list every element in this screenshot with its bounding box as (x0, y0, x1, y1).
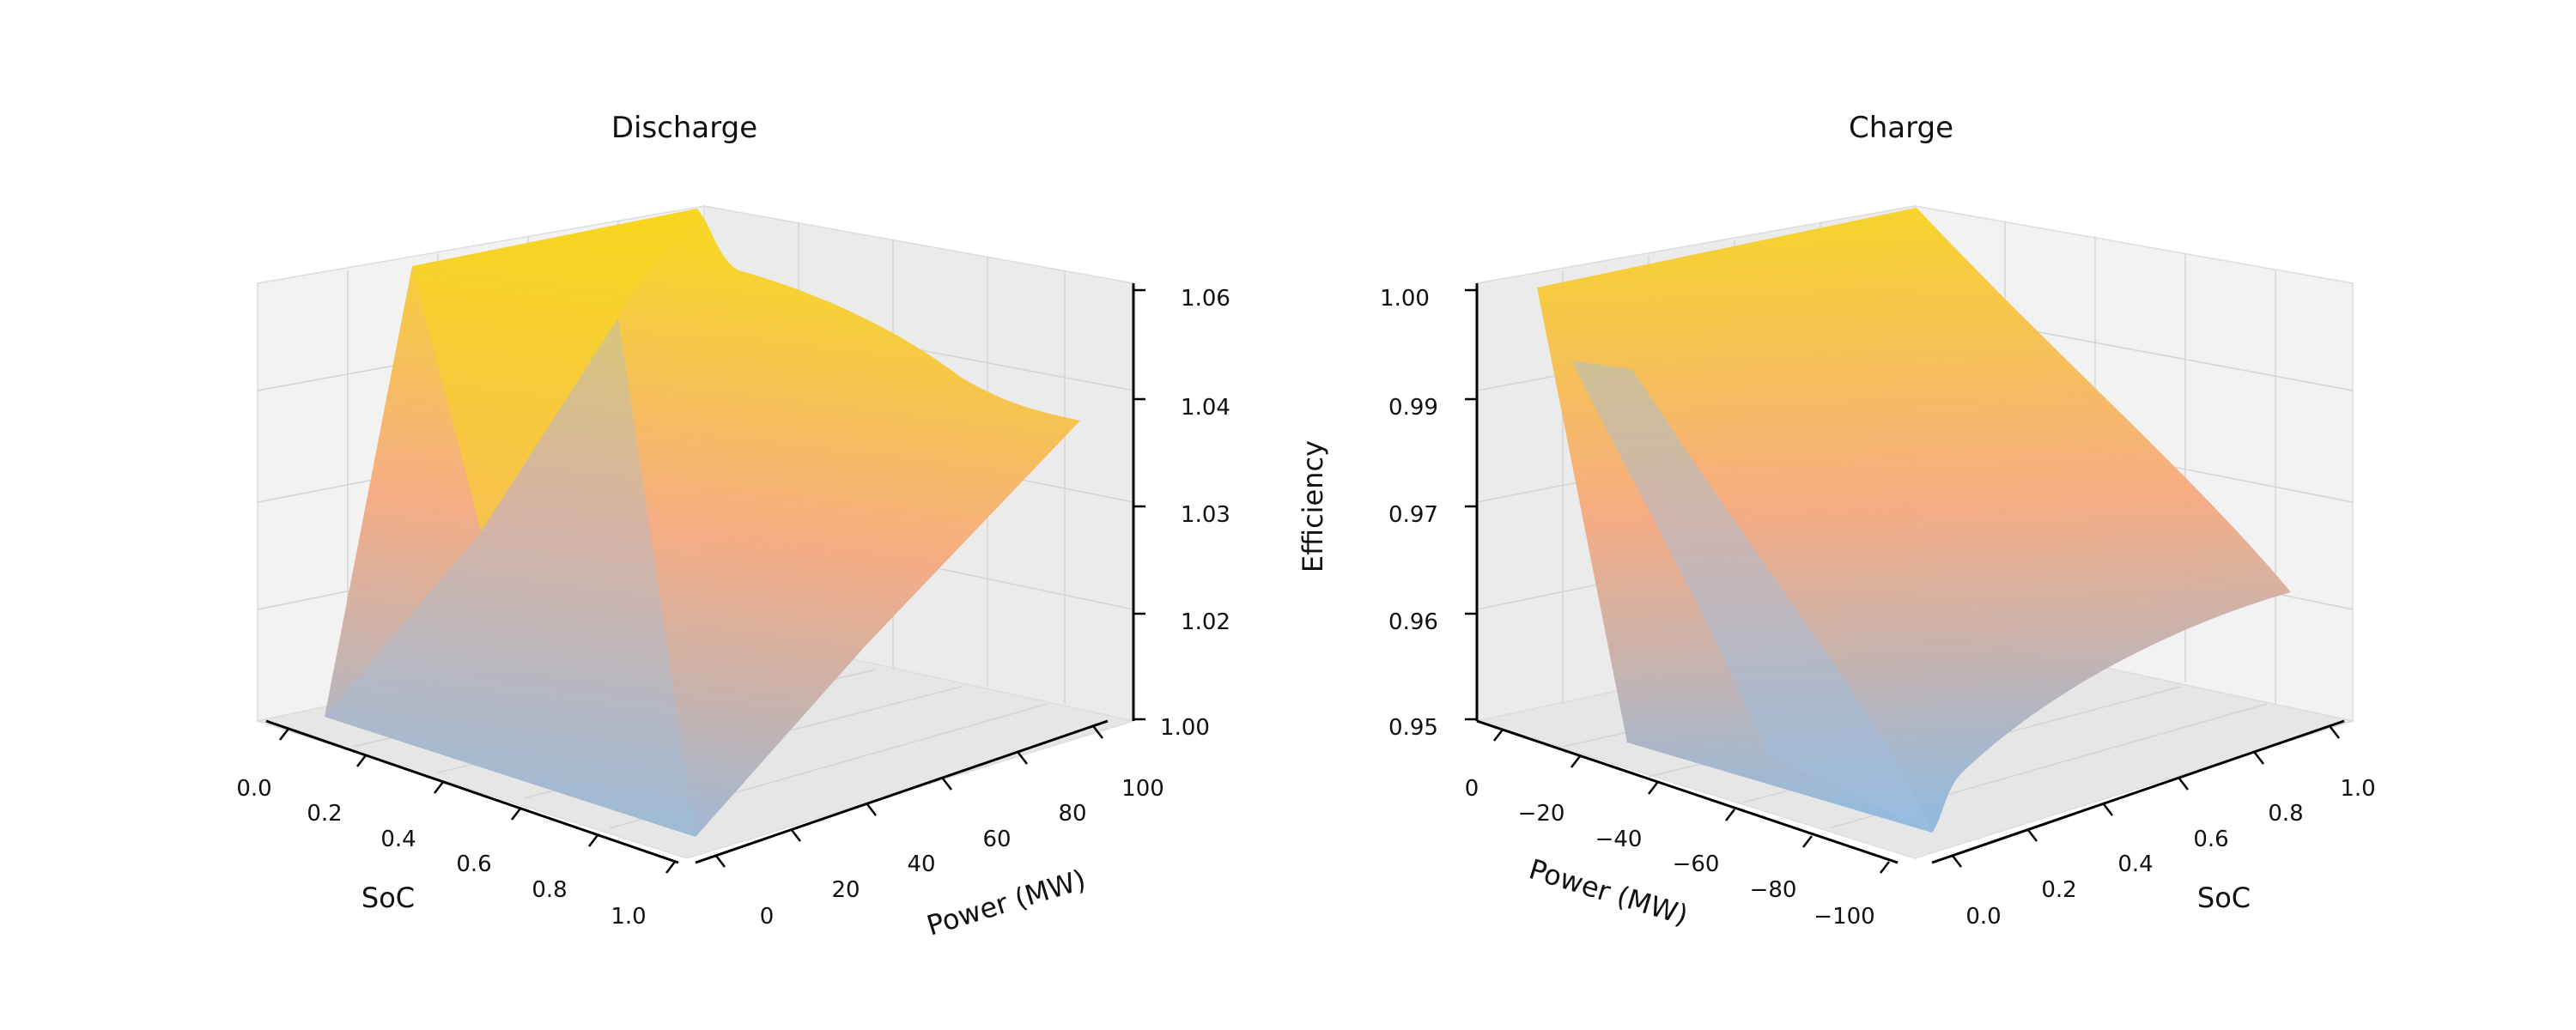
charge-x-tick-2: 0.4 (2117, 851, 2153, 877)
charge-x-tick-4: 0.8 (2268, 801, 2303, 827)
discharge-x-tick-4: 0.8 (532, 877, 567, 903)
discharge-y-tick-0: 0 (760, 904, 775, 930)
discharge-surface-ridge (412, 209, 697, 532)
discharge-x-tick-5: 1.0 (611, 904, 646, 930)
discharge-z-tick-3: 1.04 (1181, 395, 1230, 421)
discharge-axes (265, 283, 1135, 864)
discharge-x-tick-2: 0.4 (380, 827, 416, 852)
discharge-x-tick-3: 0.6 (456, 851, 491, 877)
charge-x-tick-5: 1.0 (2340, 776, 2375, 802)
charge-x-tick-1: 0.2 (2041, 877, 2076, 903)
charge-y-tick-0: 0 (1465, 776, 1479, 802)
discharge-y-ticks: 0 20 40 60 80 100 (760, 776, 1164, 930)
discharge-surface-fold (325, 318, 696, 837)
charge-surface-fold (1571, 360, 1932, 833)
discharge-z-ticks: 1.00 1.02 1.03 1.04 1.06 (1160, 286, 1230, 741)
discharge-z-tick-4: 1.06 (1181, 286, 1230, 312)
charge-z-tick-4: 1.00 (1380, 286, 1430, 312)
charge-chart: Charge 0.95 0.96 0.97 0.99 1.00 Efficien… (1297, 111, 2376, 932)
charge-y-tick-2: −40 (1595, 827, 1643, 852)
charge-title: Charge (1849, 111, 1953, 145)
charge-x-tick-0: 0.0 (1965, 904, 2001, 930)
discharge-x-ticks: 0.0 0.2 0.4 0.6 0.8 1.0 (236, 776, 646, 930)
discharge-x-tick-1: 0.2 (307, 801, 342, 827)
discharge-y-tick-3: 60 (982, 827, 1011, 852)
charge-y-tick-3: −60 (1673, 851, 1720, 877)
discharge-x-label: SoC (361, 882, 415, 914)
charge-z-label: Efficiency (1297, 440, 1329, 573)
charge-y-label: Power (MW) (1525, 852, 1692, 931)
charge-y-tick-5: −100 (1814, 904, 1874, 930)
discharge-y-tick-4: 80 (1058, 801, 1086, 827)
charge-z-tick-0: 0.95 (1388, 715, 1438, 741)
charge-y-ticks: 0 −20 −40 −60 −80 −100 (1465, 776, 1875, 930)
charge-x-ticks: 0.0 0.2 0.4 0.6 0.8 1.0 (1965, 776, 2375, 930)
charge-z-tick-2: 0.97 (1388, 502, 1438, 528)
charge-z-ticks: 0.95 0.96 0.97 0.99 1.00 (1380, 286, 1438, 741)
charge-z-tick-1: 0.96 (1388, 609, 1438, 635)
charge-x-label: SoC (2197, 882, 2251, 914)
discharge-title: Discharge (611, 111, 757, 145)
discharge-z-tick-2: 1.03 (1181, 502, 1230, 528)
charge-tick-marks (1465, 288, 2340, 874)
discharge-x-tick-0: 0.0 (236, 776, 271, 802)
discharge-chart: Discharge 0.0 0.2 0.4 0.6 0.8 1.0 SoC 0 … (236, 111, 1230, 942)
discharge-y-tick-5: 100 (1121, 776, 1164, 802)
charge-z-tick-3: 0.99 (1388, 395, 1438, 421)
charge-x-tick-3: 0.6 (2193, 827, 2228, 852)
discharge-z-tick-0: 1.00 (1160, 715, 1210, 741)
discharge-y-tick-2: 40 (907, 851, 935, 877)
charge-axes (1475, 283, 2345, 864)
discharge-tick-marks (279, 288, 1145, 874)
discharge-y-label: Power (MW) (923, 863, 1090, 942)
charge-surface (1537, 208, 2291, 833)
charge-y-tick-1: −20 (1518, 801, 1565, 827)
charge-y-tick-4: −80 (1750, 877, 1797, 903)
discharge-z-tick-1: 1.02 (1181, 609, 1230, 635)
discharge-y-tick-1: 20 (831, 877, 860, 903)
